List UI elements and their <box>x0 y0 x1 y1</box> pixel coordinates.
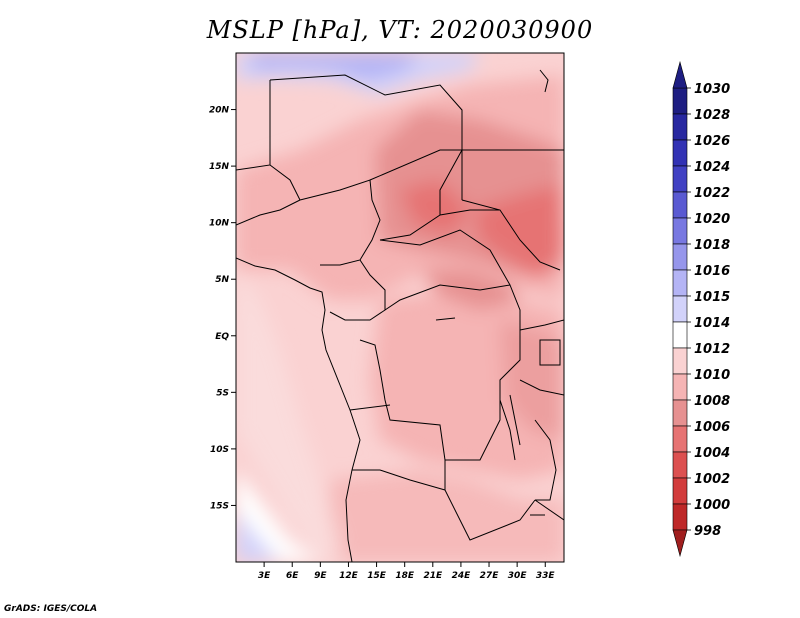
colorbar-label: 1016 <box>694 264 730 279</box>
colorbar-label: 1015 <box>694 290 730 305</box>
map-frame <box>235 52 565 563</box>
lon-tick-label: 6E <box>286 571 299 581</box>
colorbar-label: 1024 <box>694 160 730 175</box>
colorbar-swatch <box>672 425 688 453</box>
colorbar-swatch <box>672 243 688 271</box>
lat-tick-label: 5N <box>215 275 229 285</box>
colorbar-max-arrow <box>672 60 688 89</box>
lon-tick-label: 21E <box>423 571 443 581</box>
colorbar-swatch <box>672 477 688 505</box>
lat-axis: 20N 15N 10N 5N EQ 5S 10S 15S <box>209 106 236 511</box>
lon-tick-label: 9E <box>314 571 327 581</box>
lat-tick-label: 15S <box>210 501 229 511</box>
lat-tick-label: 20N <box>209 106 230 116</box>
grads-credit: GrADS: IGES/COLA <box>4 604 98 614</box>
colorbar-label: 1012 <box>694 342 730 357</box>
lon-tick-label: 3E <box>258 571 271 581</box>
colorbar-label: 1028 <box>694 108 730 123</box>
colorbar-label: 1022 <box>694 186 730 201</box>
colorbar-label: 1020 <box>694 212 730 227</box>
lat-tick-label: EQ <box>215 332 229 342</box>
map-title: MSLP [hPa], VT: 2020030900 <box>206 16 594 44</box>
lat-tick-label: 15N <box>209 162 230 172</box>
colorbar-swatch <box>672 451 688 479</box>
colorbar-swatch <box>672 113 688 141</box>
lon-tick-label: 15E <box>367 571 387 581</box>
colorbar-swatch <box>672 191 688 219</box>
lon-tick-label: 33E <box>536 571 556 581</box>
colorbar-swatch <box>672 139 688 167</box>
lat-tick-label: 5S <box>216 388 229 398</box>
colorbar-swatch <box>672 217 688 245</box>
colorbar-swatch <box>672 269 688 297</box>
colorbar-label: 1002 <box>694 472 730 487</box>
lon-tick-label: 18E <box>395 571 415 581</box>
pressure-field <box>236 53 564 562</box>
lon-tick-label: 24E <box>452 571 472 581</box>
colorbar-swatch <box>672 165 688 193</box>
colorbar-swatch <box>672 295 688 323</box>
colorbar-label: 998 <box>694 524 721 539</box>
colorbar-swatch <box>672 321 688 349</box>
colorbar-swatch <box>672 399 688 427</box>
colorbar-label: 1008 <box>694 394 730 409</box>
colorbar-min-arrow <box>672 529 688 558</box>
colorbar-label: 1004 <box>694 446 730 461</box>
lon-axis: 3E 6E 9E 12E 15E 18E 21E 24E 27E 30E 33E <box>258 562 556 581</box>
colorbar-label: 1010 <box>694 368 730 383</box>
colorbar-label: 1026 <box>694 134 730 149</box>
lat-tick-label: 10N <box>209 219 230 229</box>
lat-tick-label: 10S <box>210 445 229 455</box>
lon-tick-label: 30E <box>508 571 528 581</box>
colorbar-label: 1014 <box>694 316 730 331</box>
colorbar-label: 1000 <box>694 498 730 513</box>
colorbar-swatch <box>672 347 688 375</box>
colorbar-label: 1018 <box>694 238 730 253</box>
lon-tick-label: 27E <box>480 571 500 581</box>
colorbar-label: 1006 <box>694 420 730 435</box>
lon-tick-label: 12E <box>339 571 359 581</box>
colorbar-swatch <box>672 503 688 531</box>
country-borders <box>236 69 564 562</box>
colorbar-label: 1030 <box>694 82 730 97</box>
colorbar: 1030 1028 1026 1024 1022 1020 1018 1016 1015 1014… <box>672 60 730 558</box>
colorbar-swatch <box>672 373 688 401</box>
colorbar-swatch <box>672 87 688 115</box>
